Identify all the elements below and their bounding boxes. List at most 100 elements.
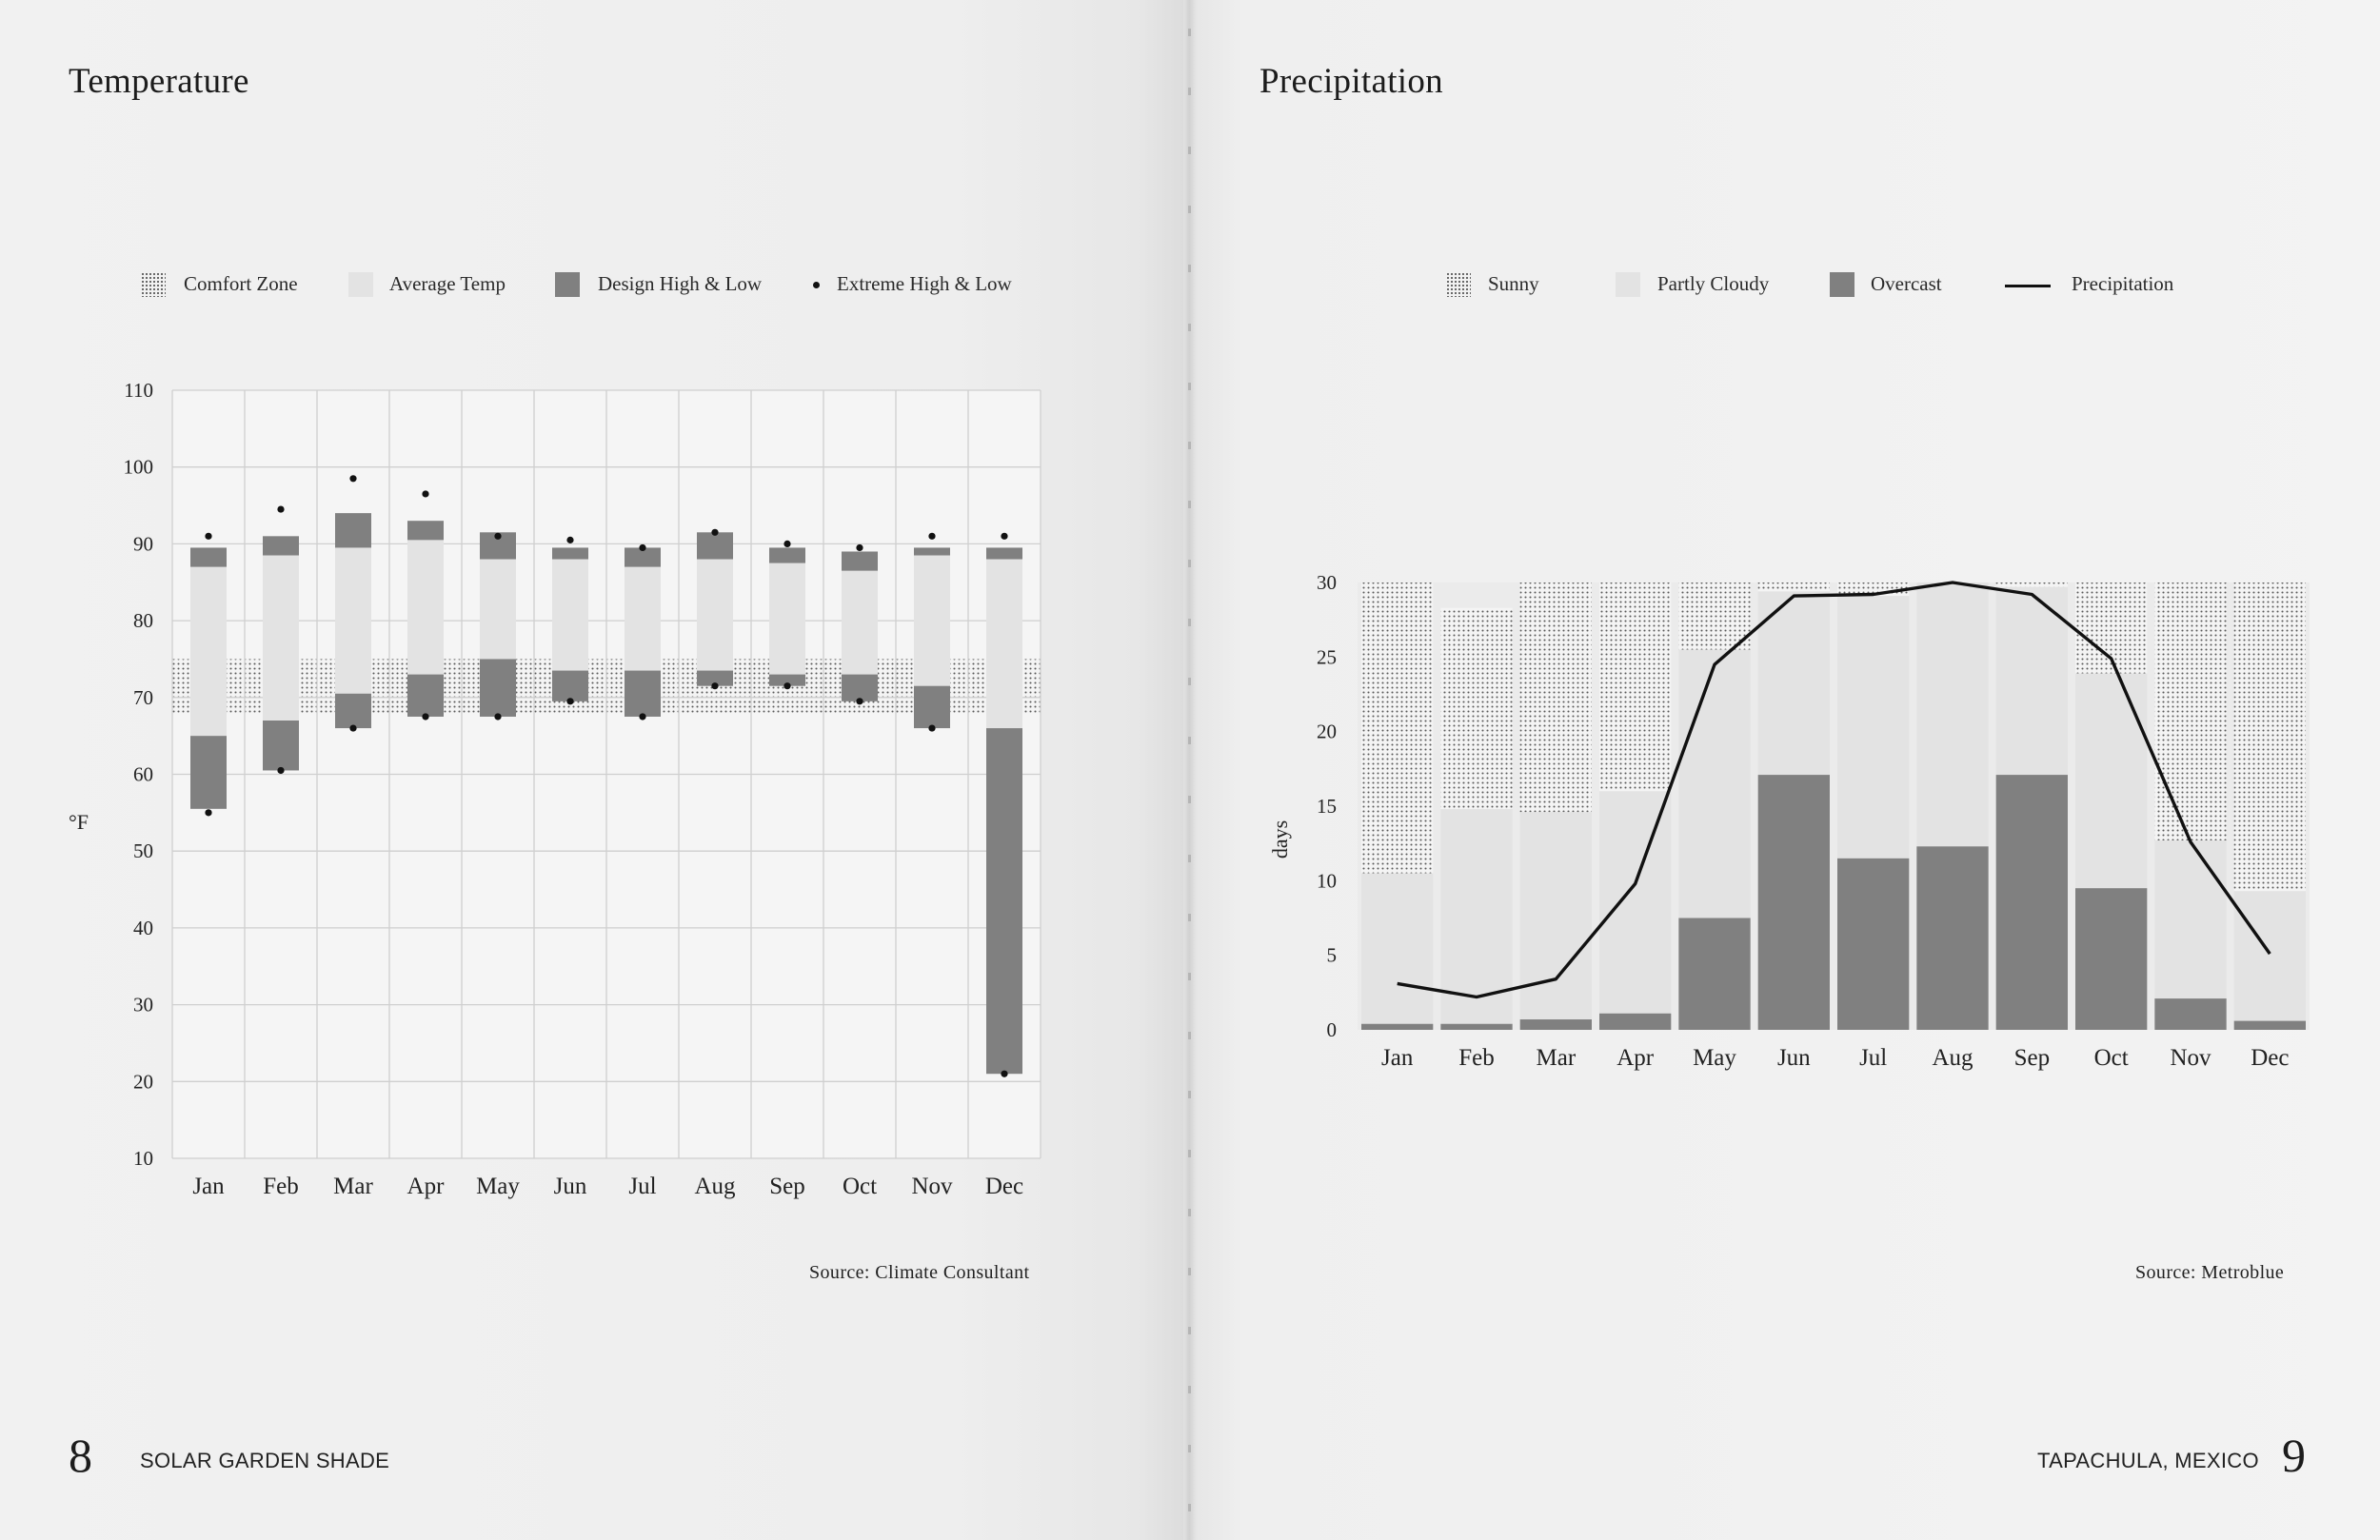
x-tick-label: Dec <box>985 1174 1023 1199</box>
spine-stitch <box>1188 914 1191 921</box>
extreme-high-point <box>711 528 719 536</box>
spine-stitch <box>1188 973 1191 980</box>
average-temp-bar <box>842 570 878 675</box>
average-temp-bar <box>914 555 950 686</box>
average-temp-bar <box>552 559 588 671</box>
spine-stitch <box>1188 206 1191 213</box>
x-tick-label: Dec <box>2251 1045 2289 1071</box>
x-tick-label: Mar <box>333 1174 373 1199</box>
extreme-high-point <box>422 490 429 498</box>
average-temp-bar <box>986 559 1022 729</box>
legend-label-sunny: Sunny <box>1488 272 1539 295</box>
overcast-swatch <box>1830 272 1854 297</box>
extreme-high-point <box>494 532 502 540</box>
sunny-bar <box>2233 582 2306 892</box>
y-tick-label: 30 <box>1317 571 1337 594</box>
overcast-bar <box>1678 918 1751 1030</box>
precipitation-source: Source: Metroblue <box>2135 1262 2285 1283</box>
design-high-low-swatch <box>555 272 580 297</box>
spine-stitch <box>1188 1386 1191 1393</box>
y-tick-label: 30 <box>133 994 153 1017</box>
extreme-low-point <box>205 809 212 817</box>
overcast-bar <box>1837 858 1910 1030</box>
design-low-bar <box>263 721 299 771</box>
design-high-bar <box>190 547 227 567</box>
partly-cloudy-bar <box>1678 649 1751 918</box>
y-tick-label: 80 <box>133 609 153 632</box>
y-tick-label: 70 <box>133 686 153 709</box>
average-temp-bar <box>769 563 805 675</box>
comfort-zone-swatch <box>141 272 166 297</box>
overcast-bar <box>1916 846 1989 1030</box>
design-low-bar <box>625 670 661 717</box>
y-tick-label: 10 <box>1317 869 1337 892</box>
temperature-title: Temperature <box>69 62 249 101</box>
x-tick-label: Oct <box>843 1174 877 1199</box>
spine-stitch <box>1188 501 1191 508</box>
average-temp-bar <box>263 555 299 721</box>
extreme-high-low-swatch <box>813 282 820 288</box>
x-tick-label: Nov <box>2170 1045 2211 1071</box>
y-axis-unit-label: °F <box>69 810 89 834</box>
partly-cloudy-bar <box>2154 840 2227 999</box>
design-high-bar <box>407 521 444 541</box>
design-high-bar <box>986 547 1022 560</box>
overcast-bar <box>1995 775 2068 1030</box>
partly-cloudy-swatch <box>1616 272 1640 297</box>
y-tick-label: 60 <box>133 763 153 786</box>
sunny-bar <box>1440 607 1513 810</box>
partly-cloudy-bar <box>1916 582 1989 847</box>
running-title-left: SOLAR GARDEN SHADE <box>140 1449 390 1472</box>
extreme-low-point <box>277 766 285 775</box>
book-spine <box>1183 0 1197 1540</box>
partly-cloudy-bar <box>1361 873 1434 1024</box>
overcast-bar <box>2233 1020 2306 1030</box>
extreme-low-point <box>1001 1070 1008 1077</box>
sunny-bar <box>1678 582 1751 650</box>
partly-cloudy-bar <box>1995 586 2068 776</box>
design-high-bar <box>263 536 299 556</box>
average-temp-bar <box>697 559 733 671</box>
average-temp-bar <box>625 566 661 671</box>
running-title-right: TAPACHULA, MEXICO <box>2037 1449 2259 1472</box>
y-tick-label: 40 <box>133 917 153 939</box>
y-tick-label: 20 <box>1317 721 1337 743</box>
y-tick-label: 100 <box>124 456 154 479</box>
partly-cloudy-bar <box>1837 596 1910 859</box>
sunny-swatch <box>1446 272 1471 297</box>
legend-label-precipitation: Precipitation <box>2072 272 2174 295</box>
x-tick-label: Sep <box>769 1174 805 1199</box>
sunny-bar <box>1519 582 1592 813</box>
spine-stitch <box>1188 147 1191 154</box>
design-high-bar <box>552 547 588 560</box>
extreme-high-point <box>928 532 936 540</box>
extreme-low-point <box>639 713 646 721</box>
legend-label-extreme-high-low: Extreme High & Low <box>837 272 1012 295</box>
design-low-bar <box>480 659 516 717</box>
design-low-bar <box>697 670 733 686</box>
design-high-bar <box>914 547 950 556</box>
y-tick-label: 110 <box>124 379 153 402</box>
spine-stitch <box>1188 737 1191 744</box>
plot-background <box>1358 582 2310 1030</box>
y-tick-label: 5 <box>1327 944 1338 967</box>
design-low-bar <box>986 728 1022 1075</box>
extreme-low-point <box>494 713 502 721</box>
spine-stitch <box>1188 796 1191 803</box>
x-tick-label: Feb <box>1458 1045 1495 1071</box>
design-high-bar <box>335 513 371 548</box>
precipitation-line-swatch <box>2005 285 2051 287</box>
overcast-bar <box>1757 775 1830 1030</box>
x-tick-label: Apr <box>1616 1045 1655 1071</box>
design-low-bar <box>769 674 805 686</box>
page-number-right: 9 <box>2282 1429 2306 1482</box>
extreme-low-point <box>928 724 936 732</box>
extreme-low-point <box>349 724 357 732</box>
average-temp-swatch <box>348 272 373 297</box>
extreme-high-point <box>566 536 574 543</box>
extreme-high-point <box>639 543 646 552</box>
average-temp-bar <box>335 547 371 698</box>
x-tick-label: May <box>476 1174 520 1199</box>
x-tick-label: Jul <box>1859 1045 1887 1071</box>
x-tick-label: Jan <box>192 1174 225 1199</box>
